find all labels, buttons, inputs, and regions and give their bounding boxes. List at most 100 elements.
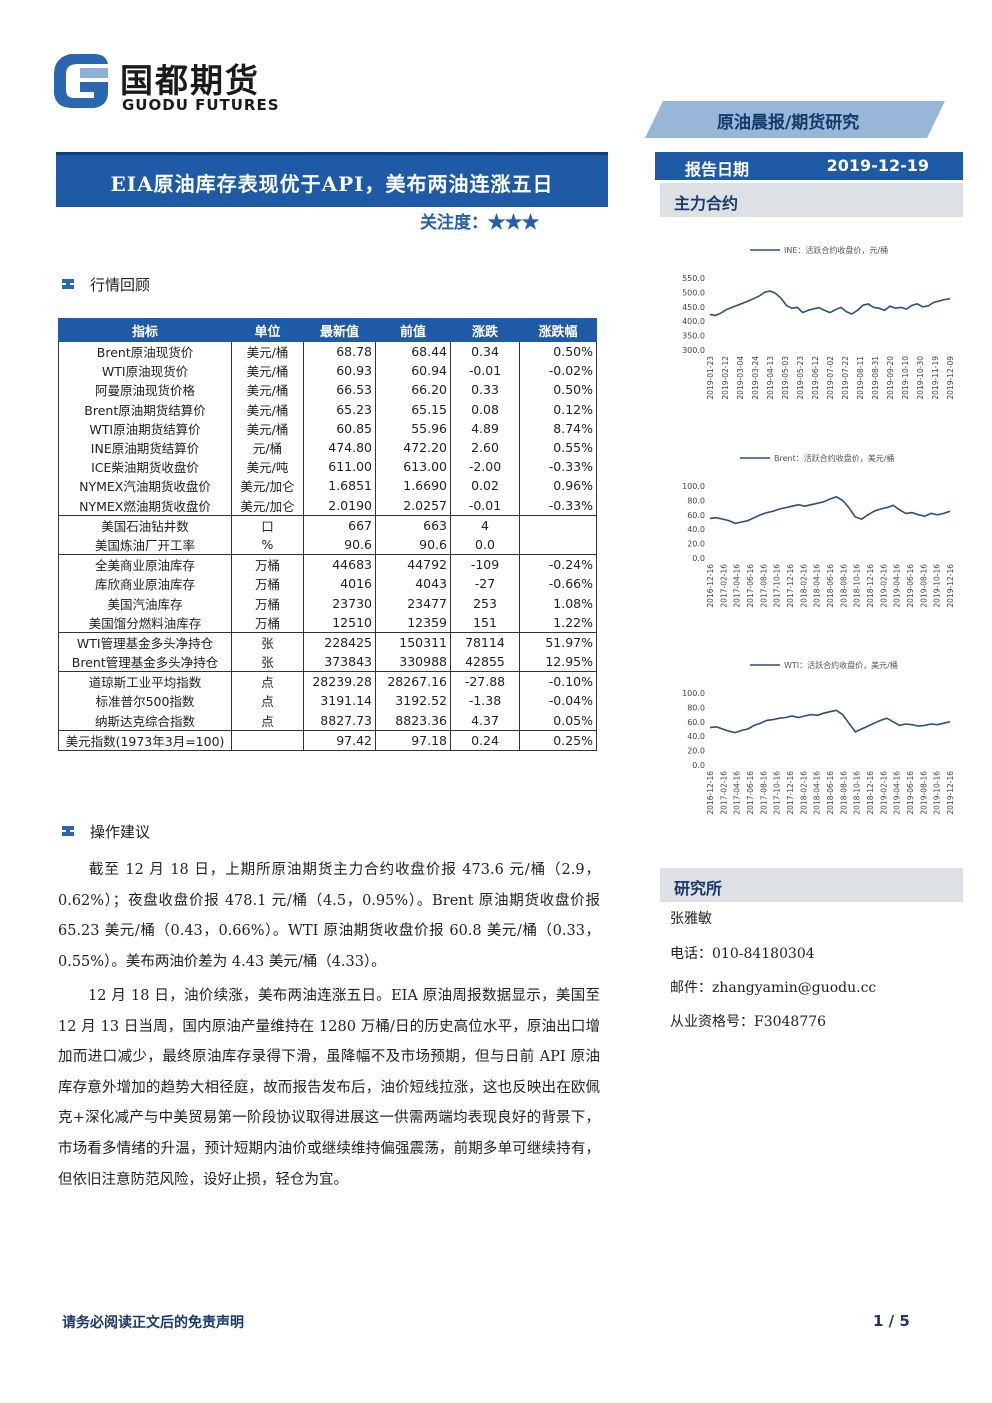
cell-unit: 美元/加仑 [231, 495, 304, 516]
cell-latest: 12510 [303, 612, 376, 633]
x-tick-label: 2019-07-22 [841, 356, 850, 400]
cell-unit: 口 [231, 514, 304, 535]
report-date-label: 报告日期 [685, 160, 750, 179]
x-tick-label: 2019-06-12 [811, 356, 820, 400]
cell-latest: 97.42 [303, 729, 376, 751]
y-tick-label: 400.0 [682, 317, 705, 326]
table-row: 全美商业原油库存 万桶 44683 44792 -109 -0.24% [58, 554, 597, 575]
x-tick-label: 2016-12-16 [706, 771, 715, 815]
research-heading: 研究所 [660, 868, 963, 902]
attention-rating: 关注度：★★★ [420, 213, 539, 233]
cell-latest: 60.85 [303, 418, 376, 438]
cell-change: 4 [450, 514, 520, 535]
ine-price-chart: INE：活跃合约收盘价，元/桶 550.0 500.0 450.0 400.0 350.0… [682, 245, 955, 400]
cell-indicator: Brent原油现货价 [58, 341, 232, 362]
table-row: WTI管理基金多头净持仓张 228425 150311 78114 51.97% [58, 631, 597, 652]
cell-previous: 3192.52 [375, 691, 451, 711]
cell-change-pct: 0.25% [519, 729, 597, 751]
table-row: Brent管理基金多头净持仓张 373843 330988 42855 12.95% [58, 652, 597, 672]
x-tick-label: 2019-08-16 [919, 564, 928, 608]
y-tick-label: 450.0 [682, 303, 705, 312]
table-row: 阿曼原油现货价格 美元/桶 66.53 66.20 0.33 0.50% [58, 380, 597, 400]
cell-change-pct: 8.74% [519, 418, 597, 438]
y-tick-label: 80.0 [687, 496, 705, 505]
main-contract-label: 主力合约 [674, 194, 739, 213]
cell-latest: 23730 [303, 593, 376, 613]
cell-change-pct [519, 514, 597, 535]
cell-latest: 68.78 [303, 341, 376, 362]
col-header-latest: 最新值 [303, 318, 376, 342]
cell-change: -0.01 [450, 495, 520, 516]
cell-previous: 8823.36 [375, 710, 451, 731]
y-tick-label: 100.0 [682, 482, 705, 491]
cell-change: 0.34 [450, 341, 520, 362]
cell-latest: 44683 [303, 554, 376, 575]
cell-change-pct: 0.12% [519, 399, 597, 419]
table-row: 标准普尔500指数点 3191.14 3192.52 -1.38 -0.04% [58, 691, 597, 711]
page-title: EIA原油库存表现优于API，美布两油连涨五日 [110, 172, 554, 196]
y-tick-label: 0.0 [692, 554, 705, 563]
cell-latest: 28239.28 [303, 671, 376, 692]
cell-latest: 474.80 [303, 437, 376, 458]
cell-change: 0.0 [450, 534, 520, 555]
cell-change-pct: -0.10% [519, 671, 597, 692]
cell-change: 0.08 [450, 399, 520, 419]
cell-unit: 张 [231, 652, 304, 672]
cell-indicator: 库欣商业原油库存 [58, 574, 232, 594]
cell-latest: 373843 [303, 652, 376, 672]
table-row: 纳斯达克综合指数点 8827.73 8823.36 4.37 0.05% [58, 710, 597, 731]
table-row: 库欣商业原油库存 万桶 4016 4043 -27 -0.66% [58, 574, 597, 594]
cell-indicator: 美国炼油厂开工率 [58, 534, 232, 555]
table-body: Brent原油现货价 美元/桶 68.78 68.44 0.34 0.50% WTI原油现货… [58, 341, 597, 751]
cell-change: 253 [450, 593, 520, 613]
analyst-license: 从业资格号：F3048776 [670, 1014, 827, 1030]
x-tick-label: 2018-12-16 [866, 771, 875, 815]
table-row: 美国馏分燃料油库存 万桶 12510 12359 151 1.22% [58, 612, 597, 633]
x-tick-label: 2017-08-16 [759, 771, 768, 815]
x-tick-label: 2019-02-12 [721, 356, 730, 400]
cell-unit: 美元/桶 [231, 380, 304, 400]
cell-previous: 4043 [375, 574, 451, 594]
col-header-change: 涨跌 [450, 318, 520, 342]
x-tick-label: 2017-04-16 [733, 564, 742, 608]
cell-indicator: 美国汽油库存 [58, 593, 232, 613]
analyst-phone: 电话：010-84180304 [670, 946, 815, 962]
cell-previous: 150311 [375, 631, 451, 652]
table-row: 美国炼油厂开工率% 90.6 90.6 0.0 [58, 534, 597, 555]
legend-label: Brent：活跃合约收盘价，美元/桶 [774, 453, 894, 463]
section-trading-advice-title: 操作建议 [90, 823, 151, 841]
cell-previous: 55.96 [375, 418, 451, 438]
cell-previous: 12359 [375, 612, 451, 633]
x-tick-label: 2018-10-16 [853, 771, 862, 815]
cell-previous: 68.44 [375, 341, 451, 362]
section-market-review-title: 行情回顾 [90, 276, 151, 294]
section-market-review: 行情回顾 [60, 274, 150, 295]
cell-change: 2.60 [450, 437, 520, 458]
cell-indicator: ICE柴油期货收盘价 [58, 457, 232, 477]
x-tick-label: 2017-10-16 [773, 564, 782, 608]
cell-latest: 60.93 [303, 361, 376, 381]
table-row: NYMEX燃油期货收盘价 美元/加仑 2.0190 2.0257 -0.01 -0.33% [58, 495, 597, 516]
cell-indicator: NYMEX汽油期货收盘价 [58, 476, 232, 496]
x-tick-label: 2019-09-20 [886, 356, 895, 400]
y-tick-label: 550.0 [682, 274, 705, 283]
table-row: ICE柴油期货收盘价 美元/吨 611.00 613.00 -2.00 -0.33% [58, 457, 597, 477]
cell-indicator: WTI原油期货结算价 [58, 418, 232, 438]
company-logo: 国都期货 GUODU FUTURES [50, 50, 295, 122]
disclaimer-link[interactable]: 请务必阅读正文后的免责声明 [62, 1315, 244, 1331]
cell-indicator: 美元指数(1973年3月=100) [58, 729, 232, 751]
analyst-email[interactable]: 邮件：zhangyamin@guodu.cc [670, 980, 877, 996]
cell-indicator: 道琼斯工业平均指数 [58, 671, 232, 692]
cell-previous: 60.94 [375, 361, 451, 381]
cell-previous: 613.00 [375, 457, 451, 477]
x-tick-label: 2017-10-16 [773, 771, 782, 815]
cell-indicator: WTI原油现货价 [58, 361, 232, 381]
x-tick-label: 2018-06-16 [826, 771, 835, 815]
cell-change-pct: -0.33% [519, 495, 597, 516]
section-bullet-icon [62, 279, 74, 289]
cell-change: 151 [450, 612, 520, 633]
cell-indicator: INE原油期货结算价 [58, 437, 232, 458]
report-category-banner: 原油晨报/期货研究 [645, 101, 945, 138]
series-line [709, 709, 951, 734]
market-data-table: 指标 单位 最新值 前值 涨跌 涨跌幅 Brent原油现货价 美元/桶 68.78 6… [58, 318, 597, 751]
